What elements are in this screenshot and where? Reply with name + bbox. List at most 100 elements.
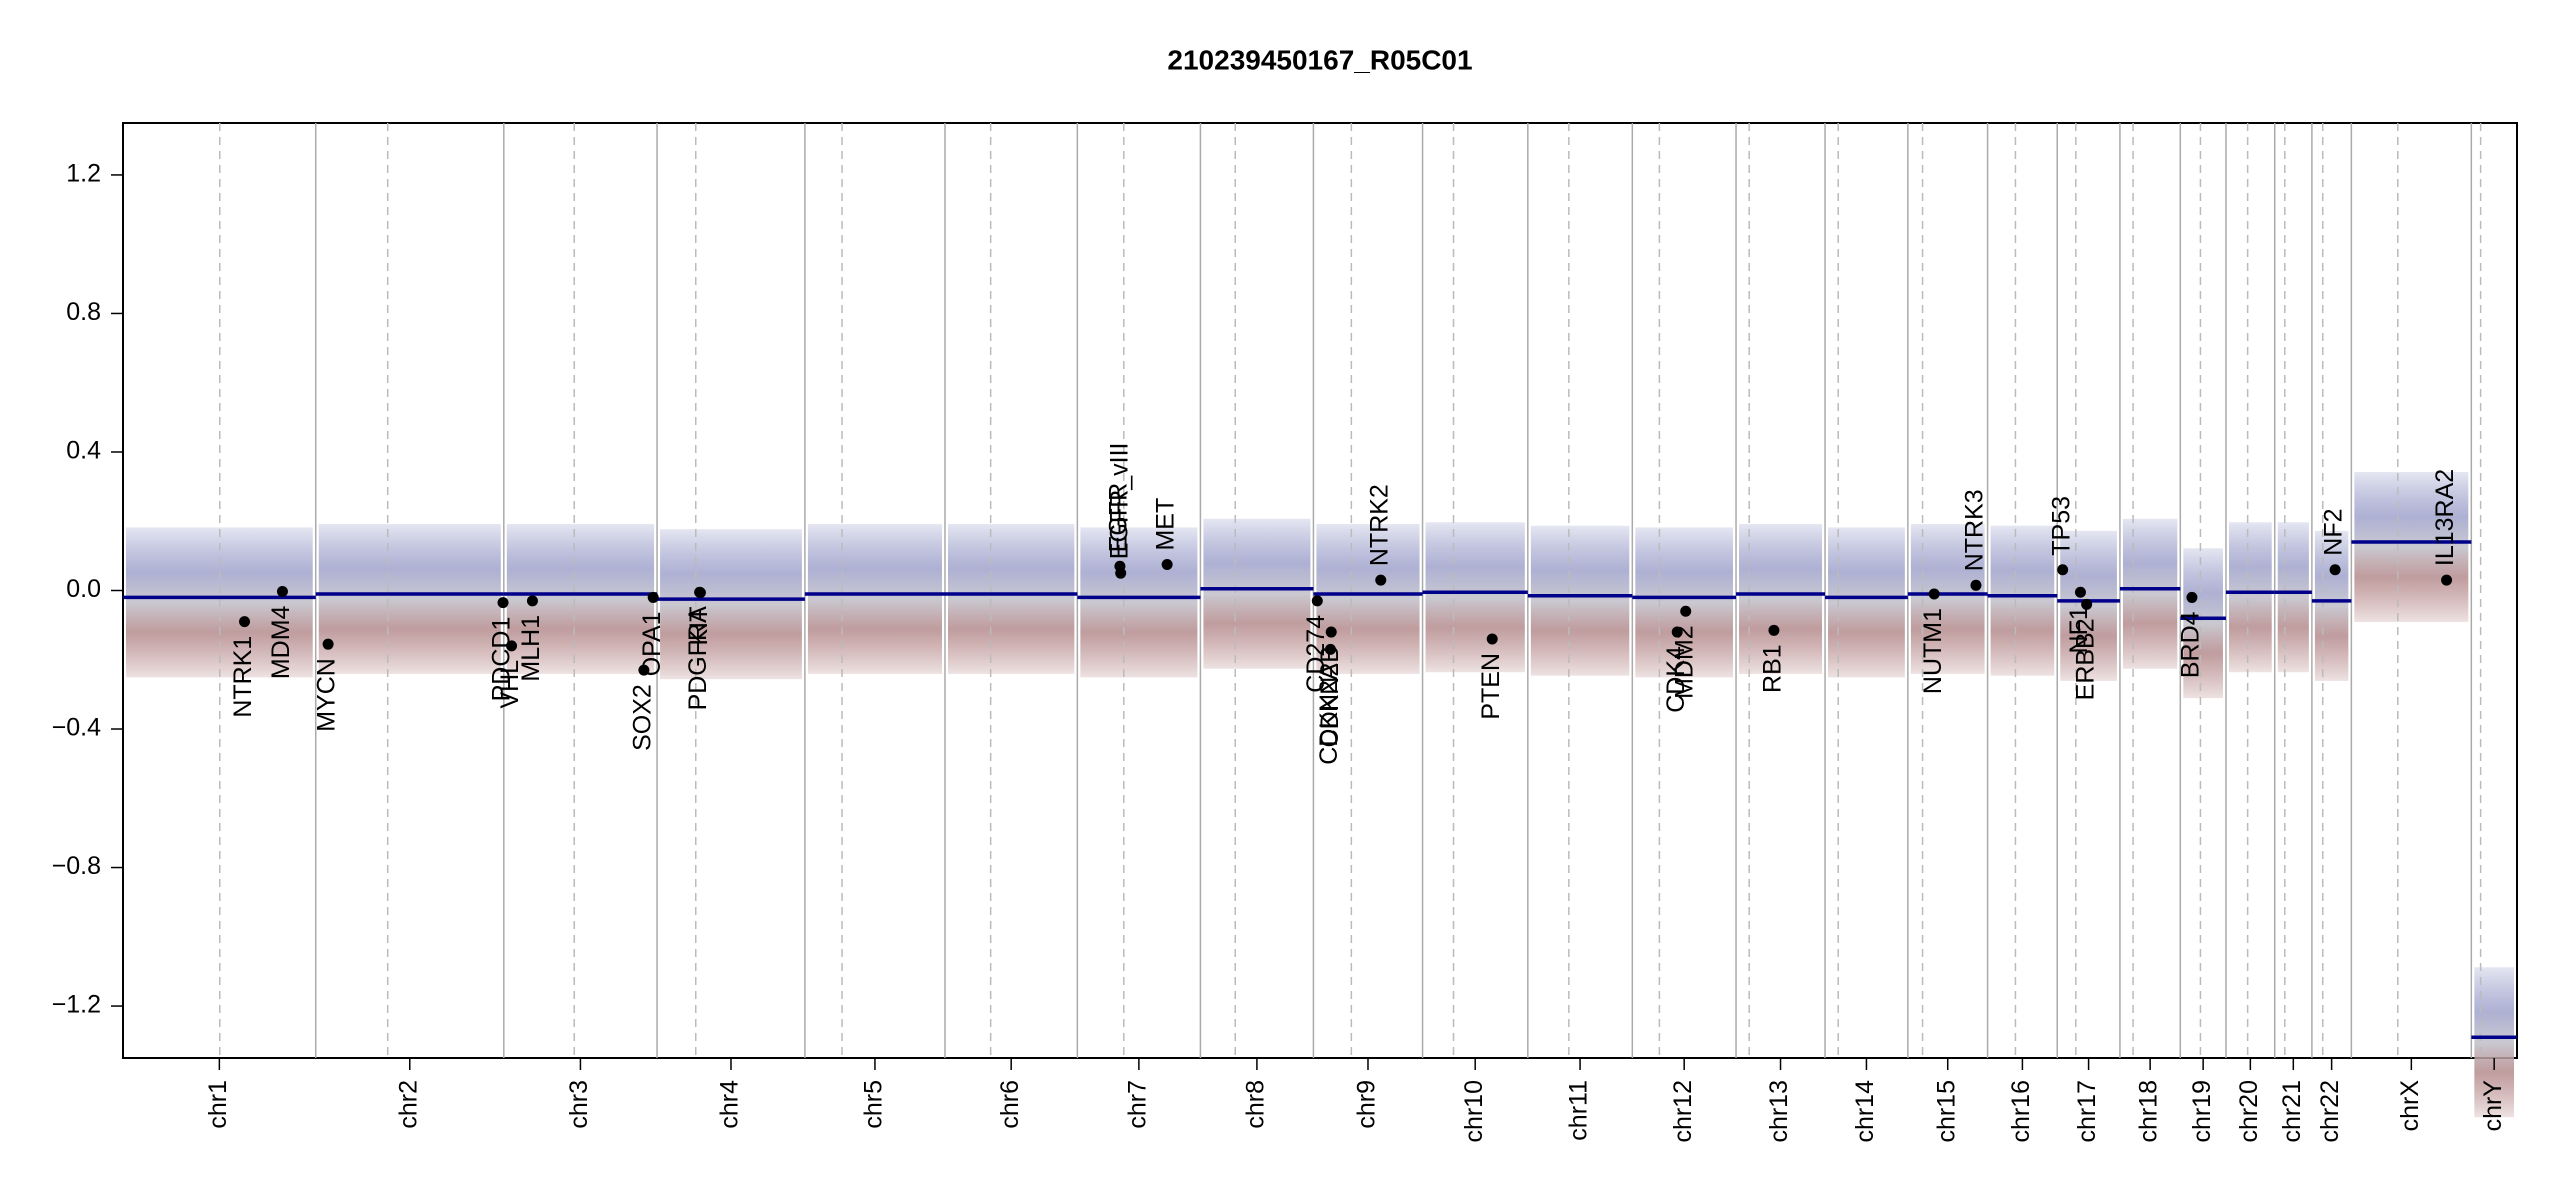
x-tick-label: chrX (2396, 1080, 2424, 1132)
gene-point (1324, 643, 1336, 655)
gene-point (694, 587, 706, 599)
gene-label: NUTM1 (1919, 608, 1947, 694)
gene-label: NTRK2 (1365, 484, 1393, 566)
gene-point (2329, 564, 2341, 576)
gene-point (1115, 567, 1127, 579)
probe-cloud (1080, 527, 1198, 678)
probe-cloud (660, 529, 802, 680)
probe-cloud (1739, 523, 1823, 674)
x-tick-label: chr7 (1123, 1080, 1151, 1129)
gene-point (322, 638, 334, 650)
gene-label: OPA1 (638, 611, 666, 676)
y-tick-label: −1.2 (52, 991, 101, 1019)
gene-label: ERBB2 (2071, 618, 2099, 700)
x-tick-label: chr6 (996, 1080, 1024, 1129)
gene-point (526, 595, 538, 607)
gene-label: EGFR_vIII (1105, 442, 1133, 559)
x-tick-label: chr17 (2073, 1080, 2101, 1143)
x-tick-label: chr13 (1765, 1080, 1793, 1143)
gene-point (638, 664, 650, 676)
gene-label: NF2 (2320, 508, 2348, 555)
gene-point (1928, 588, 1940, 600)
y-tick-label: −0.4 (52, 714, 101, 742)
gene-label: BRD4 (2177, 611, 2205, 678)
gene-point (2057, 564, 2069, 576)
x-tick-label: chr11 (1565, 1080, 1593, 1141)
gene-label: CDK4 (1662, 646, 1690, 713)
gene-label: CDKN2A (1315, 663, 1343, 765)
y-tick-label: 0.4 (66, 437, 101, 465)
probe-cloud (807, 523, 942, 674)
y-tick-label: 1.2 (66, 160, 101, 188)
gene-point (1680, 605, 1692, 617)
gene-label: CDKN2B (1316, 646, 1344, 747)
gene-point (1671, 626, 1683, 638)
gene-label: MYCN (313, 658, 341, 732)
x-tick-label: chr22 (2316, 1080, 2344, 1143)
probe-cloud (318, 523, 501, 674)
gene-point (1375, 574, 1387, 586)
gene-label: NTRK1 (229, 636, 257, 718)
x-tick-label: chr21 (2278, 1080, 2306, 1143)
probe-cloud (1828, 527, 1905, 678)
gene-label: VHL (496, 660, 524, 709)
x-tick-label: chr18 (2135, 1080, 2163, 1143)
gene-label: MDM2 (1670, 625, 1698, 699)
gene-point (2074, 586, 2086, 598)
gene-label: EGFR (1105, 483, 1133, 552)
gene-point (497, 597, 509, 609)
x-tick-label: chr14 (1851, 1080, 1879, 1143)
gene-label: RB1 (1759, 644, 1787, 693)
gene-point (2441, 574, 2453, 586)
x-tick-label: chr9 (1353, 1080, 1381, 1129)
gene-label: KIT (685, 607, 713, 646)
gene-label: PTEN (1477, 653, 1505, 720)
x-tick-label: chr15 (1932, 1080, 1960, 1143)
gene-label: NTRK3 (1961, 489, 1989, 571)
gene-point (1161, 559, 1173, 571)
probe-cloud (1530, 525, 1630, 676)
x-tick-label: chr5 (860, 1080, 888, 1129)
gene-label: CD274 (1302, 615, 1330, 693)
gene-point (1325, 626, 1337, 638)
gene-point (1970, 579, 1982, 591)
probe-cloud (1425, 522, 1525, 673)
y-tick-label: 0.8 (66, 298, 101, 326)
gene-point (506, 640, 518, 652)
probe-cloud (2314, 530, 2349, 681)
gene-point (239, 616, 251, 628)
gene-point (1486, 633, 1498, 645)
x-tick-label: chr1 (204, 1080, 232, 1129)
probe-cloud (2183, 548, 2223, 699)
gene-label: MDM4 (267, 605, 295, 679)
gene-label: SOX2 (629, 684, 657, 751)
gene-label: PDCD1 (488, 617, 516, 702)
gene-point (1768, 624, 1780, 636)
probe-cloud (1635, 527, 1734, 678)
gene-label: PDGFRA (684, 606, 712, 711)
gene-point (2081, 598, 2093, 610)
gene-label: IL13RA2 (2431, 469, 2459, 566)
gene-point (276, 586, 288, 598)
x-tick-label: chr2 (394, 1080, 422, 1129)
x-tick-label: chr16 (2007, 1080, 2035, 1143)
chart-title: 210239450167_R05C01 (1167, 44, 1472, 75)
x-tick-label: chr3 (565, 1080, 593, 1129)
probe-cloud (2122, 518, 2178, 669)
y-tick-label: 0.0 (66, 575, 101, 603)
probe-cloud (1203, 518, 1311, 669)
gene-point (2186, 591, 2198, 603)
x-tick-label: chr8 (1242, 1080, 1270, 1129)
gene-label: NF1 (2065, 606, 2093, 653)
x-tick-label: chr19 (2188, 1080, 2216, 1143)
x-tick-label: chr20 (2235, 1080, 2263, 1143)
x-tick-label: chr10 (1460, 1080, 1488, 1143)
x-tick-label: chrY (2479, 1080, 2507, 1132)
gene-point (647, 591, 659, 603)
probe-cloud (1990, 525, 2055, 676)
gene-label: TP53 (2047, 496, 2075, 556)
gene-label: MET (1152, 498, 1180, 551)
gene-label: MLH1 (517, 615, 545, 682)
probe-cloud (947, 523, 1075, 674)
